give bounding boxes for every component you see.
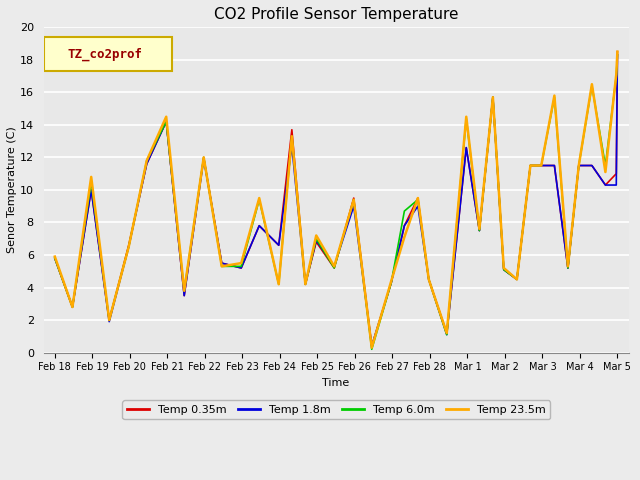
Text: TZ_co2prof: TZ_co2prof	[67, 48, 143, 60]
FancyBboxPatch shape	[44, 37, 172, 71]
Title: CO2 Profile Sensor Temperature: CO2 Profile Sensor Temperature	[214, 7, 458, 22]
X-axis label: Time: Time	[323, 378, 349, 388]
Y-axis label: Senor Temperature (C): Senor Temperature (C)	[7, 127, 17, 253]
Legend: Temp 0.35m, Temp 1.8m, Temp 6.0m, Temp 23.5m: Temp 0.35m, Temp 1.8m, Temp 6.0m, Temp 2…	[122, 400, 550, 420]
